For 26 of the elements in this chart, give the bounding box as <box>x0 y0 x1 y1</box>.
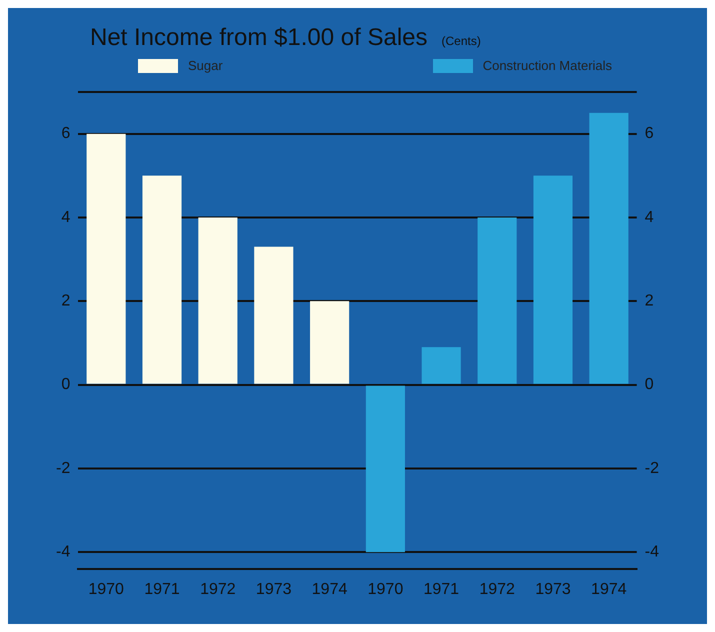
y2-tick-label: 0 <box>644 376 654 394</box>
y-tick-label: -4 <box>56 543 70 560</box>
x-tick-label: 1973 <box>535 580 571 598</box>
x-tick-label: 1972 <box>200 580 236 598</box>
y2-tick-label: 4 <box>644 208 654 226</box>
x-tick-label: 1970 <box>368 580 404 598</box>
y2-tick-label: 6 <box>644 125 654 142</box>
y2-tick-label: -2 <box>644 460 660 477</box>
x-tick-label: 1971 <box>144 580 180 598</box>
x-tick-label: 1974 <box>312 580 348 598</box>
y2-tick-label: 2 <box>644 292 654 310</box>
x-tick-label: 1970 <box>88 580 124 598</box>
x-tick-label: 1974 <box>591 580 627 598</box>
x-tick-label: 1972 <box>479 580 516 598</box>
y-tick-label: 0 <box>61 376 70 394</box>
y-tick-label: 2 <box>61 292 70 310</box>
legend-label: Sugar <box>188 58 223 73</box>
y-tick-label: 6 <box>61 125 70 142</box>
y2-tick-label: -4 <box>644 543 660 560</box>
y-tick-label: -2 <box>56 460 70 477</box>
legend-label: Construction Materials <box>482 58 612 73</box>
chart-subtitle: (Cents) <box>442 34 481 48</box>
y-tick-label: 4 <box>61 208 70 226</box>
x-tick-label: 1971 <box>423 580 460 598</box>
x-tick-label: 1973 <box>256 580 292 598</box>
chart-title: Net Income from $1.00 of Sales <box>90 24 428 51</box>
